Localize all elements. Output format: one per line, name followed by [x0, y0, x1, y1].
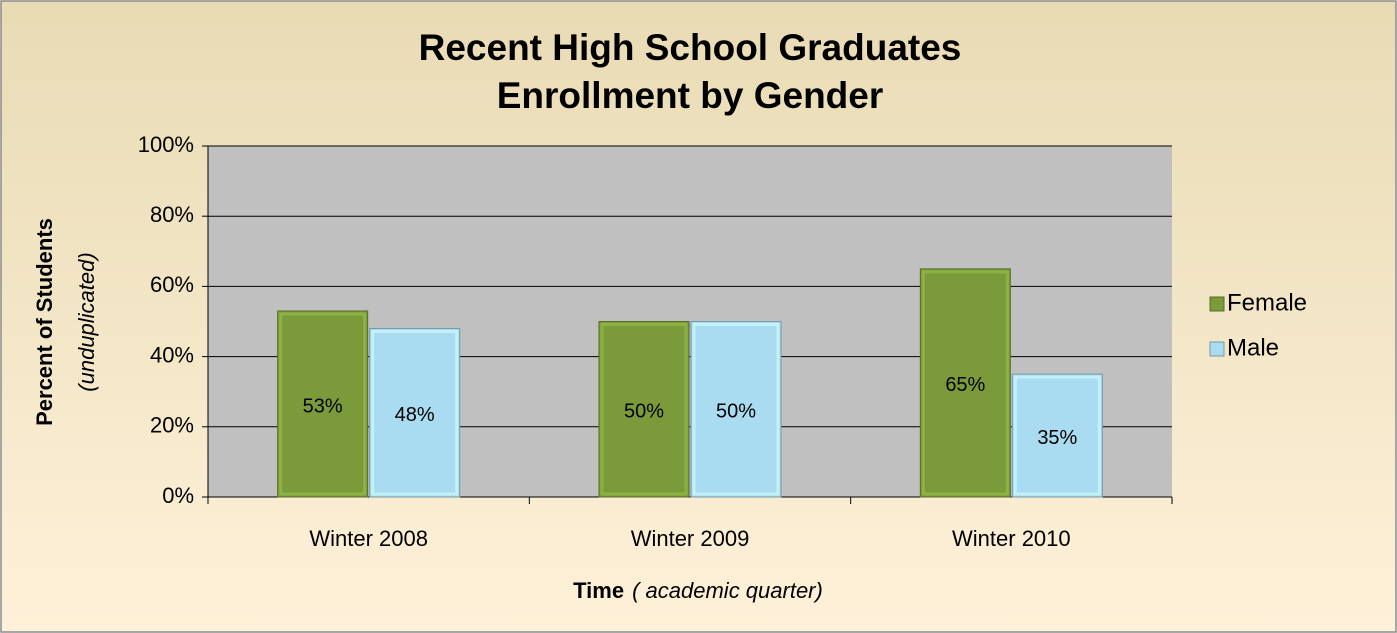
legend-label: Female: [1227, 289, 1307, 316]
y-tick-label: 0%: [162, 483, 194, 508]
bar-bevel: [371, 330, 459, 496]
plot-area: [208, 146, 1172, 497]
bar: [1011, 373, 1103, 498]
data-label: 65%: [945, 374, 985, 396]
legend-label: Male: [1227, 334, 1279, 361]
bar: [277, 310, 369, 498]
y-tick-label: 80%: [150, 202, 194, 227]
y-tick-label: 40%: [150, 342, 194, 367]
chart-title: Enrollment by Gender: [497, 75, 884, 116]
x-tick-label: Winter 2009: [631, 526, 750, 551]
bar-bevel: [921, 270, 1009, 496]
x-axis-label: Time ( academic quarter): [573, 578, 823, 603]
bar: [919, 268, 1011, 498]
y-tick-label: 100%: [138, 132, 194, 157]
bar-bevel: [692, 323, 780, 496]
bar: [369, 328, 461, 498]
y-axis-label: (unduplicated): [74, 252, 99, 391]
bar: [598, 321, 690, 498]
bar: [690, 321, 782, 498]
x-axis-label-main: Time: [573, 578, 624, 603]
data-label: 35%: [1037, 427, 1077, 449]
legend-swatch: [1209, 341, 1225, 357]
legend-swatch: [1209, 296, 1225, 312]
y-tick-label: 20%: [150, 413, 194, 438]
x-axis-label-sub: ( academic quarter): [632, 578, 823, 603]
data-label: 53%: [303, 395, 343, 417]
data-label: 48%: [395, 404, 435, 426]
data-label: 50%: [716, 401, 756, 423]
data-label: 50%: [624, 401, 664, 423]
bar-bevel: [600, 323, 688, 496]
x-tick-label: Winter 2010: [952, 526, 1071, 551]
x-tick-label: Winter 2008: [309, 526, 428, 551]
y-axis-label: Percent of Students: [32, 218, 57, 426]
chart-title: Recent High School Graduates: [419, 27, 962, 68]
y-tick-label: 60%: [150, 272, 194, 297]
bar-bevel: [1013, 375, 1101, 496]
bar-bevel: [279, 312, 367, 496]
